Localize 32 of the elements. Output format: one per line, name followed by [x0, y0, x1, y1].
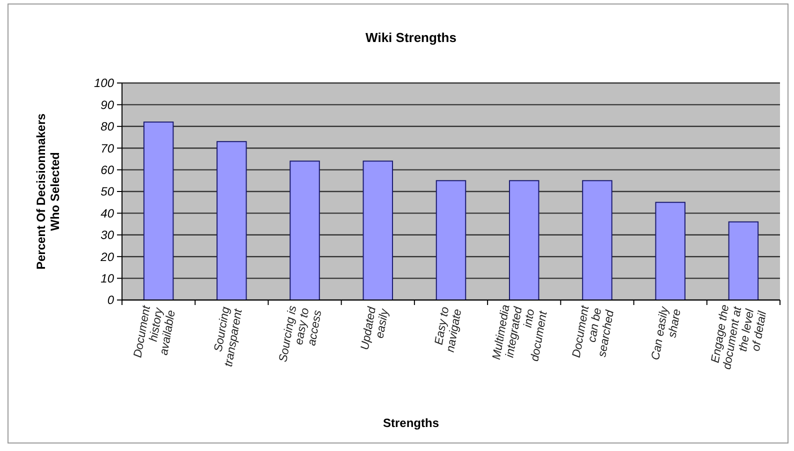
y-tick-label: 100: [94, 76, 114, 90]
bar: [728, 221, 759, 300]
x-tick-label: Sourcing transparent: [212, 305, 245, 368]
y-tick-label: 30: [100, 228, 114, 242]
x-tick-label: Document history available: [132, 304, 178, 359]
x-tick-label: Document can be searched: [570, 304, 617, 359]
x-tick-label: Easy to navigate: [433, 305, 464, 354]
y-tick-label: 50: [100, 184, 114, 199]
y-tick-label: 80: [100, 120, 114, 134]
chart-title: Wiki Strengths: [366, 30, 456, 45]
x-tick-label: Can easily share: [650, 304, 684, 362]
y-tick-label: 0: [107, 293, 114, 308]
bar: [362, 160, 394, 300]
x-tick-label: Updated easily: [359, 305, 392, 351]
bar: [143, 122, 174, 300]
y-axis-title: Percent Of Decisionmakers Who Selected: [34, 113, 62, 270]
x-tick-label: Sourcing is easy to access: [278, 304, 324, 364]
bar: [290, 160, 320, 300]
x-axis-title: Strengths: [382, 416, 440, 430]
bar: [655, 202, 686, 300]
bar: [508, 180, 540, 300]
bar: [436, 180, 466, 300]
y-tick-label: 20: [100, 250, 114, 264]
y-tick-label: 10: [100, 272, 114, 286]
x-tick-label: Multimedia integrated into document: [490, 304, 550, 362]
bar: [582, 180, 612, 300]
y-tick-label: 40: [100, 206, 114, 220]
bar: [216, 141, 247, 300]
y-tick-label: 90: [100, 98, 114, 112]
y-tick-label: 60: [100, 163, 114, 177]
x-tick-label: Engage the document at the level of detail: [710, 304, 770, 370]
y-tick-label: 70: [100, 141, 114, 156]
